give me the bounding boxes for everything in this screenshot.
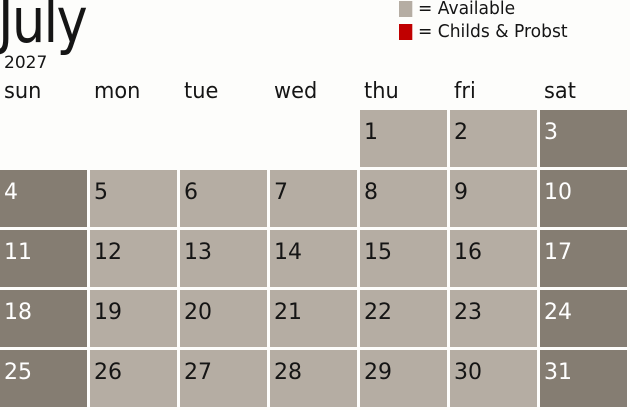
weekday-header-fri: fri [454, 79, 476, 104]
day-cell-22[interactable]: 22 [360, 290, 447, 347]
day-cell-24[interactable]: 24 [540, 290, 627, 347]
day-cell-30[interactable]: 30 [450, 350, 537, 407]
day-cell-5[interactable]: 5 [90, 170, 177, 227]
weekday-header-tue: tue [184, 79, 219, 104]
legend-label: = Childs & Probst [418, 21, 568, 42]
month-title: July [0, 0, 88, 57]
weekday-header-thu: thu [364, 79, 399, 104]
day-cell-23[interactable]: 23 [450, 290, 537, 347]
day-cell-29[interactable]: 29 [360, 350, 447, 407]
legend-label: = Available [418, 0, 516, 19]
day-cell-26[interactable]: 26 [90, 350, 177, 407]
day-cell-16[interactable]: 16 [450, 230, 537, 287]
year-label: 2027 [4, 53, 48, 73]
legend-booked: = Childs & Probst [399, 22, 568, 42]
day-cell-27[interactable]: 27 [180, 350, 267, 407]
day-cell-28[interactable]: 28 [270, 350, 357, 407]
day-cell-1[interactable]: 1 [360, 110, 447, 167]
day-cell-8[interactable]: 8 [360, 170, 447, 227]
day-cell-12[interactable]: 12 [90, 230, 177, 287]
day-cell-14[interactable]: 14 [270, 230, 357, 287]
weekday-header-sat: sat [544, 79, 576, 104]
available-swatch [399, 1, 413, 17]
day-cell-21[interactable]: 21 [270, 290, 357, 347]
day-cell-13[interactable]: 13 [180, 230, 267, 287]
day-cell-9[interactable]: 9 [450, 170, 537, 227]
day-cell-7[interactable]: 7 [270, 170, 357, 227]
weekday-header-sun: sun [4, 79, 42, 104]
day-cell-20[interactable]: 20 [180, 290, 267, 347]
day-cell-4[interactable]: 4 [0, 170, 87, 227]
day-cell-18[interactable]: 18 [0, 290, 87, 347]
day-cell-15[interactable]: 15 [360, 230, 447, 287]
weekday-header-wed: wed [274, 79, 318, 104]
weekday-header-mon: mon [94, 79, 141, 104]
day-cell-31[interactable]: 31 [540, 350, 627, 407]
day-cell-11[interactable]: 11 [0, 230, 87, 287]
legend-available: = Available [399, 0, 515, 19]
day-cell-25[interactable]: 25 [0, 350, 87, 407]
booked-swatch [399, 24, 413, 40]
day-cell-19[interactable]: 19 [90, 290, 177, 347]
day-cell-10[interactable]: 10 [540, 170, 627, 227]
day-cell-17[interactable]: 17 [540, 230, 627, 287]
day-cell-3[interactable]: 3 [540, 110, 627, 167]
day-cell-6[interactable]: 6 [180, 170, 267, 227]
day-cell-2[interactable]: 2 [450, 110, 537, 167]
